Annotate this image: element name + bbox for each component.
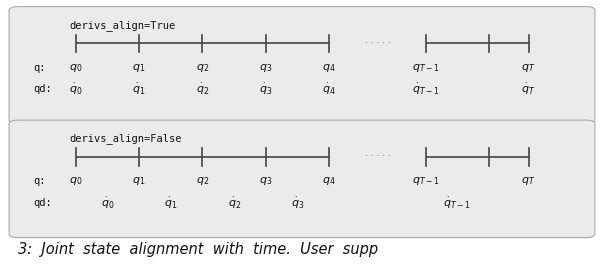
Text: · · · · ·: · · · · ·: [365, 152, 390, 162]
Text: $\dot{q}_{T-1}$: $\dot{q}_{T-1}$: [443, 195, 471, 211]
Text: $q_0$: $q_0$: [69, 175, 82, 187]
Text: $q_4$: $q_4$: [323, 62, 336, 74]
Text: q:: q:: [33, 63, 46, 73]
Text: $\dot{q}_0$: $\dot{q}_0$: [101, 195, 114, 211]
Text: qd:: qd:: [33, 84, 52, 95]
Text: $q_{T-1}$: $q_{T-1}$: [412, 175, 440, 187]
Text: $\dot{q}_1$: $\dot{q}_1$: [164, 195, 178, 211]
Text: $q_3$: $q_3$: [259, 62, 272, 74]
Text: $q_{T-1}$: $q_{T-1}$: [412, 62, 440, 74]
Text: $q_1$: $q_1$: [132, 175, 146, 187]
Text: qd:: qd:: [33, 198, 52, 208]
Text: $q_4$: $q_4$: [323, 175, 336, 187]
Text: $q_2$: $q_2$: [196, 175, 209, 187]
Text: $q_2$: $q_2$: [196, 62, 209, 74]
Text: $q_1$: $q_1$: [132, 62, 146, 74]
Text: derivs_align=True: derivs_align=True: [69, 20, 176, 31]
FancyBboxPatch shape: [9, 120, 595, 238]
Text: $\dot{q}_0$: $\dot{q}_0$: [69, 82, 82, 97]
Text: q:: q:: [33, 176, 46, 186]
Text: $\dot{q}_{T-1}$: $\dot{q}_{T-1}$: [412, 82, 440, 97]
Text: derivs_align=False: derivs_align=False: [69, 133, 182, 144]
Text: $\dot{q}_4$: $\dot{q}_4$: [323, 82, 336, 97]
Text: $q_T$: $q_T$: [521, 62, 536, 74]
Text: $\dot{q}_T$: $\dot{q}_T$: [521, 82, 536, 97]
Text: $q_0$: $q_0$: [69, 62, 82, 74]
Text: 3:  Joint  state  alignment  with  time.  User  supp: 3: Joint state alignment with time. User…: [18, 242, 378, 257]
Text: $q_T$: $q_T$: [521, 175, 536, 187]
Text: $\dot{q}_2$: $\dot{q}_2$: [228, 195, 241, 211]
Text: · · · · ·: · · · · ·: [365, 39, 390, 48]
Text: $q_3$: $q_3$: [259, 175, 272, 187]
Text: $\dot{q}_3$: $\dot{q}_3$: [259, 82, 272, 97]
Text: $\dot{q}_3$: $\dot{q}_3$: [291, 195, 304, 211]
Text: $\dot{q}_1$: $\dot{q}_1$: [132, 82, 146, 97]
Text: $\dot{q}_2$: $\dot{q}_2$: [196, 82, 209, 97]
FancyBboxPatch shape: [9, 7, 595, 124]
